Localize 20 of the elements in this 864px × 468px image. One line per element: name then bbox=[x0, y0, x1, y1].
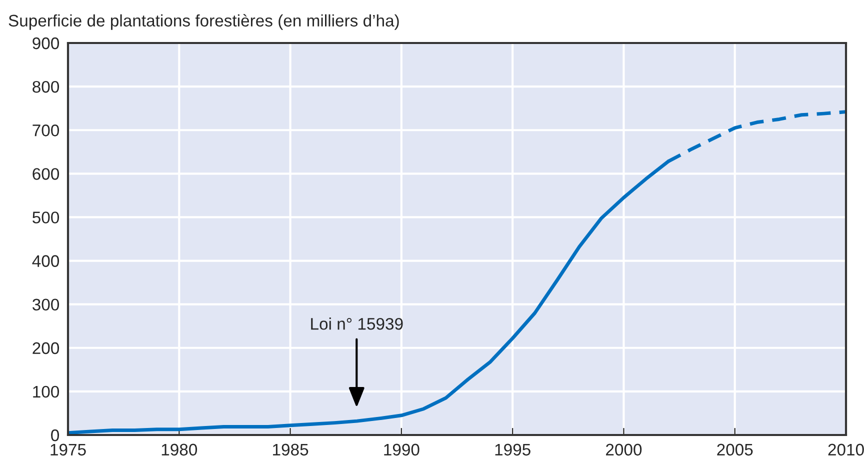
x-tick-label: 2010 bbox=[828, 444, 864, 456]
y-tick-label: 100 bbox=[33, 386, 60, 398]
y-tick-label: 400 bbox=[32, 255, 60, 267]
y-axis-title: Superficie de plantations forestières (en milliers d’ha) bbox=[8, 14, 399, 30]
y-tick-label: 300 bbox=[32, 298, 60, 311]
y-tick-label: 900 bbox=[32, 37, 60, 50]
x-tick-label: 2005 bbox=[717, 444, 753, 456]
y-tick-label: 700 bbox=[32, 124, 60, 136]
x-tick-label: 1995 bbox=[495, 444, 530, 456]
y-tick-label: 200 bbox=[32, 342, 60, 354]
x-tick-label: 1980 bbox=[162, 444, 198, 456]
x-tick-label: 1975 bbox=[50, 444, 86, 456]
x-tick-label: 1990 bbox=[384, 444, 420, 456]
y-tick-label: 0 bbox=[51, 429, 60, 442]
x-tick-label: 2000 bbox=[606, 444, 642, 456]
y-tick-label: 600 bbox=[32, 168, 60, 180]
x-tick-label: 1985 bbox=[273, 444, 308, 456]
y-tick-label: 800 bbox=[32, 80, 60, 93]
y-tick-label: 500 bbox=[32, 212, 60, 224]
annotation: Loi n° 15939 bbox=[311, 318, 403, 330]
